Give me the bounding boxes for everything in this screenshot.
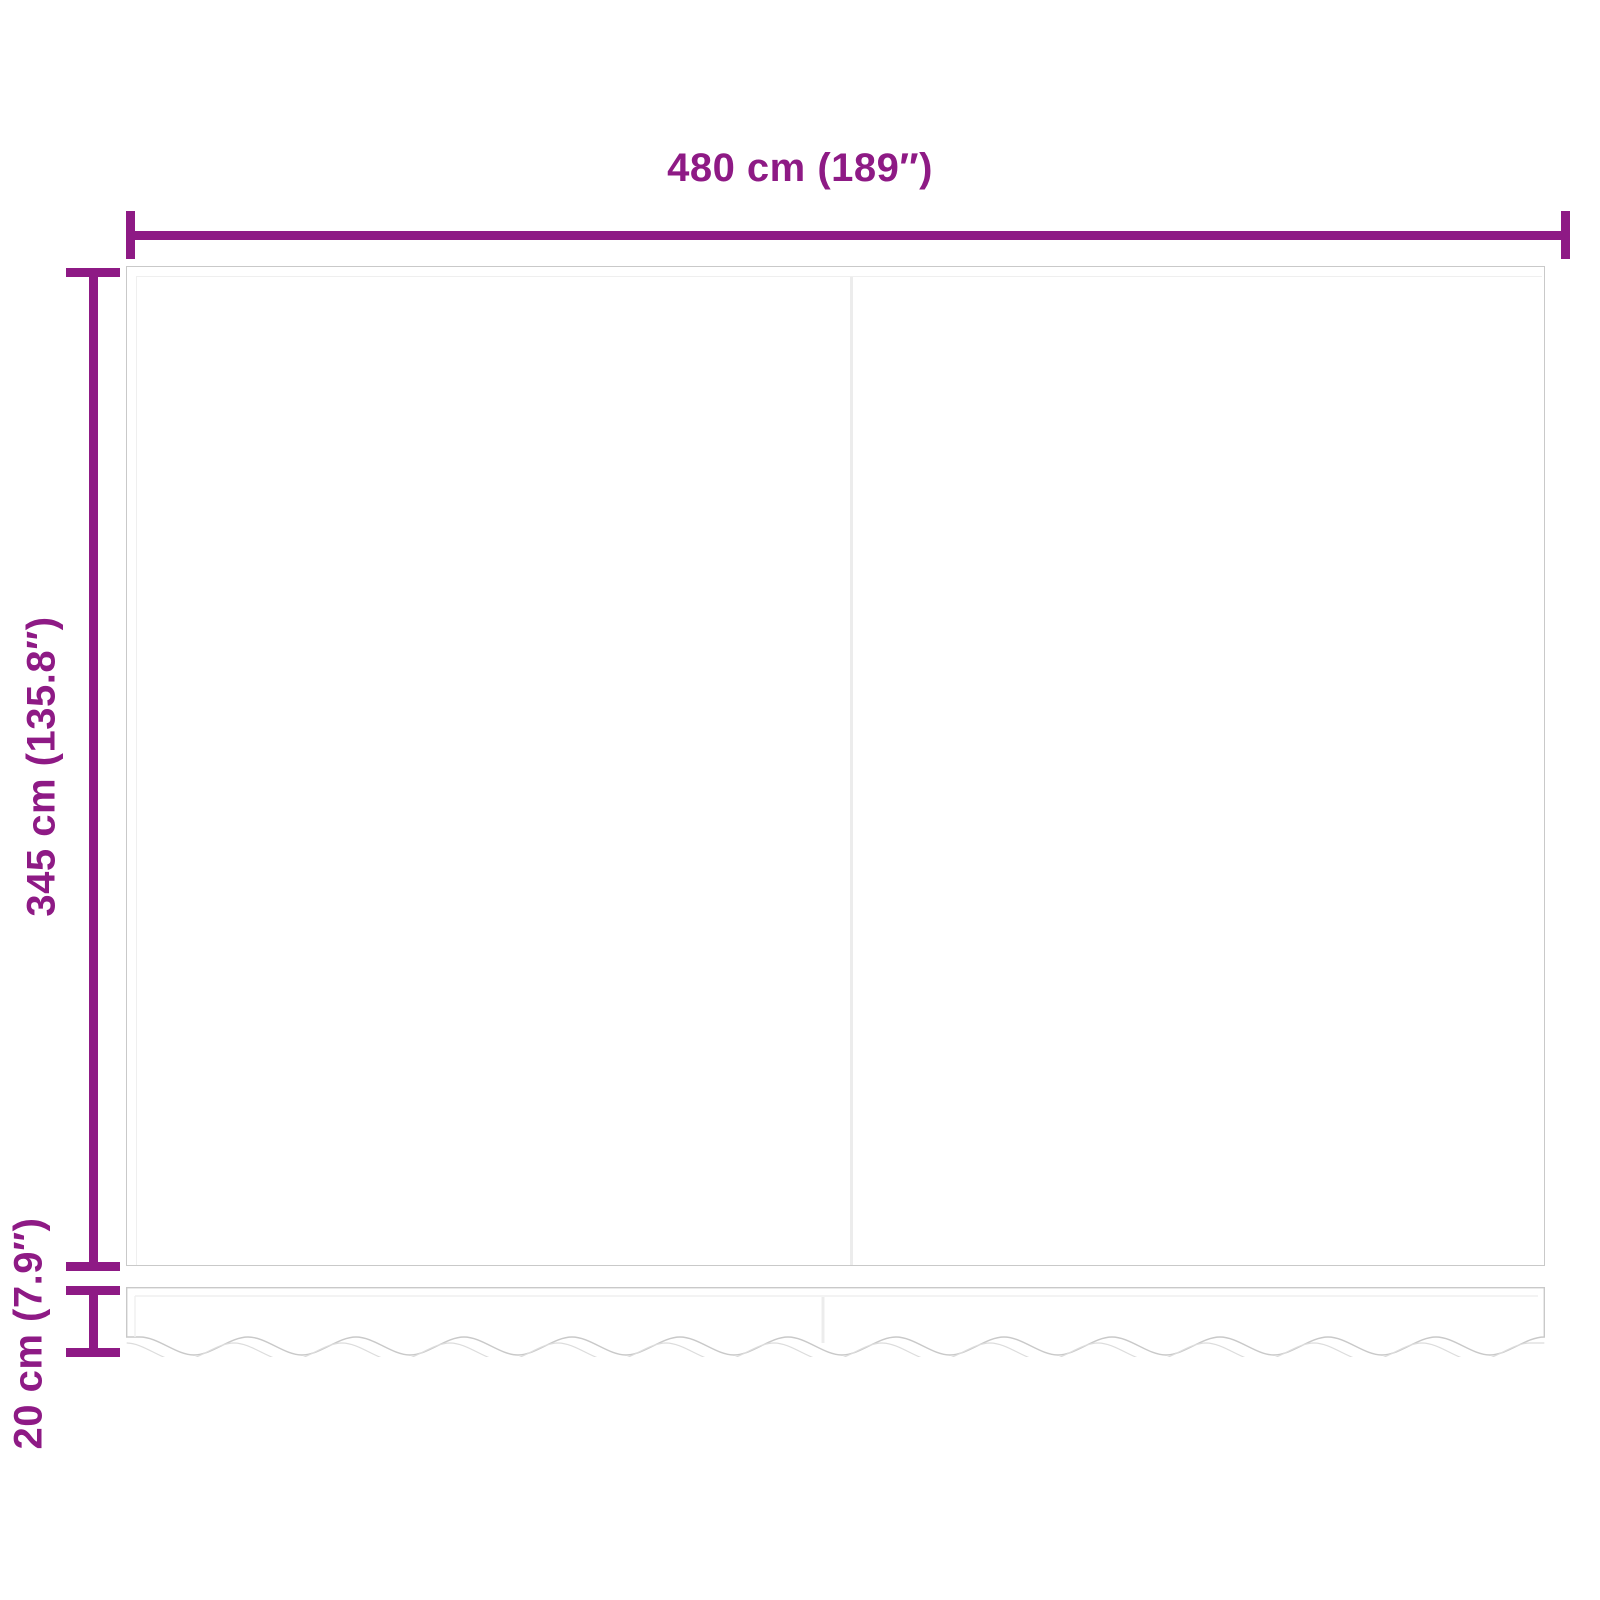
valance-dimension-end-cap-bottom [66, 1348, 120, 1357]
valance-dimension-end-cap-top [66, 1286, 120, 1295]
valance-outline [126, 1287, 1545, 1356]
height-dimension-line [89, 272, 98, 1267]
height-dimension-label: 345 cm (135.8″) [19, 616, 64, 917]
valance-scallop-double-line [126, 1342, 1545, 1357]
width-dimension-end-cap-right [1561, 211, 1570, 259]
awning-valance-panel [126, 1287, 1545, 1357]
canopy-center-seam [850, 277, 853, 1265]
height-dimension-end-cap-bottom [66, 1262, 120, 1271]
canopy-inner-hem-line [136, 276, 1542, 1265]
width-dimension-end-cap-left [126, 211, 135, 259]
valance-shape [126, 1287, 1545, 1357]
awning-canopy-panel [126, 266, 1545, 1266]
height-dimension-end-cap-top [66, 268, 120, 277]
width-dimension-label: 480 cm (189″) [667, 146, 933, 190]
valance-dimension-line [89, 1288, 98, 1355]
width-dimension-line [126, 231, 1570, 240]
valance-dimension-label: 20 cm (7.9″) [6, 1217, 51, 1450]
